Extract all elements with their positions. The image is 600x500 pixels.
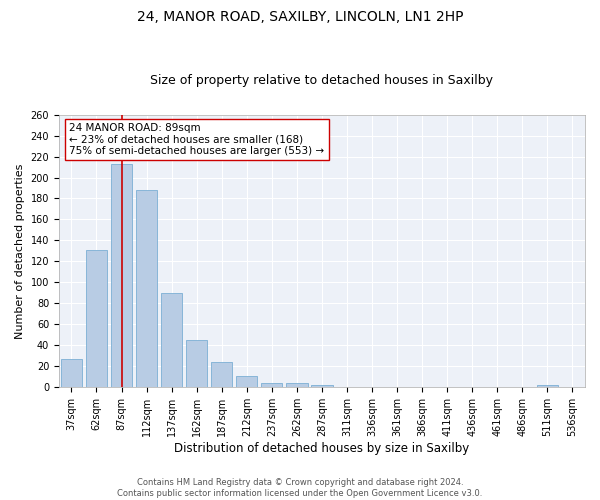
Y-axis label: Number of detached properties: Number of detached properties: [15, 164, 25, 338]
Bar: [186, 340, 208, 388]
Bar: [261, 383, 283, 388]
Text: 24, MANOR ROAD, SAXILBY, LINCOLN, LN1 2HP: 24, MANOR ROAD, SAXILBY, LINCOLN, LN1 2H…: [137, 10, 463, 24]
Bar: [61, 359, 82, 388]
Text: Contains HM Land Registry data © Crown copyright and database right 2024.
Contai: Contains HM Land Registry data © Crown c…: [118, 478, 482, 498]
Bar: [161, 293, 182, 388]
Bar: [211, 362, 232, 388]
X-axis label: Distribution of detached houses by size in Saxilby: Distribution of detached houses by size …: [175, 442, 470, 455]
Bar: [537, 385, 558, 388]
Text: 24 MANOR ROAD: 89sqm
← 23% of detached houses are smaller (168)
75% of semi-deta: 24 MANOR ROAD: 89sqm ← 23% of detached h…: [70, 122, 325, 156]
Bar: [236, 376, 257, 388]
Title: Size of property relative to detached houses in Saxilby: Size of property relative to detached ho…: [151, 74, 493, 87]
Bar: [286, 383, 308, 388]
Bar: [136, 190, 157, 388]
Bar: [311, 385, 332, 388]
Bar: [86, 250, 107, 388]
Bar: [111, 164, 132, 388]
